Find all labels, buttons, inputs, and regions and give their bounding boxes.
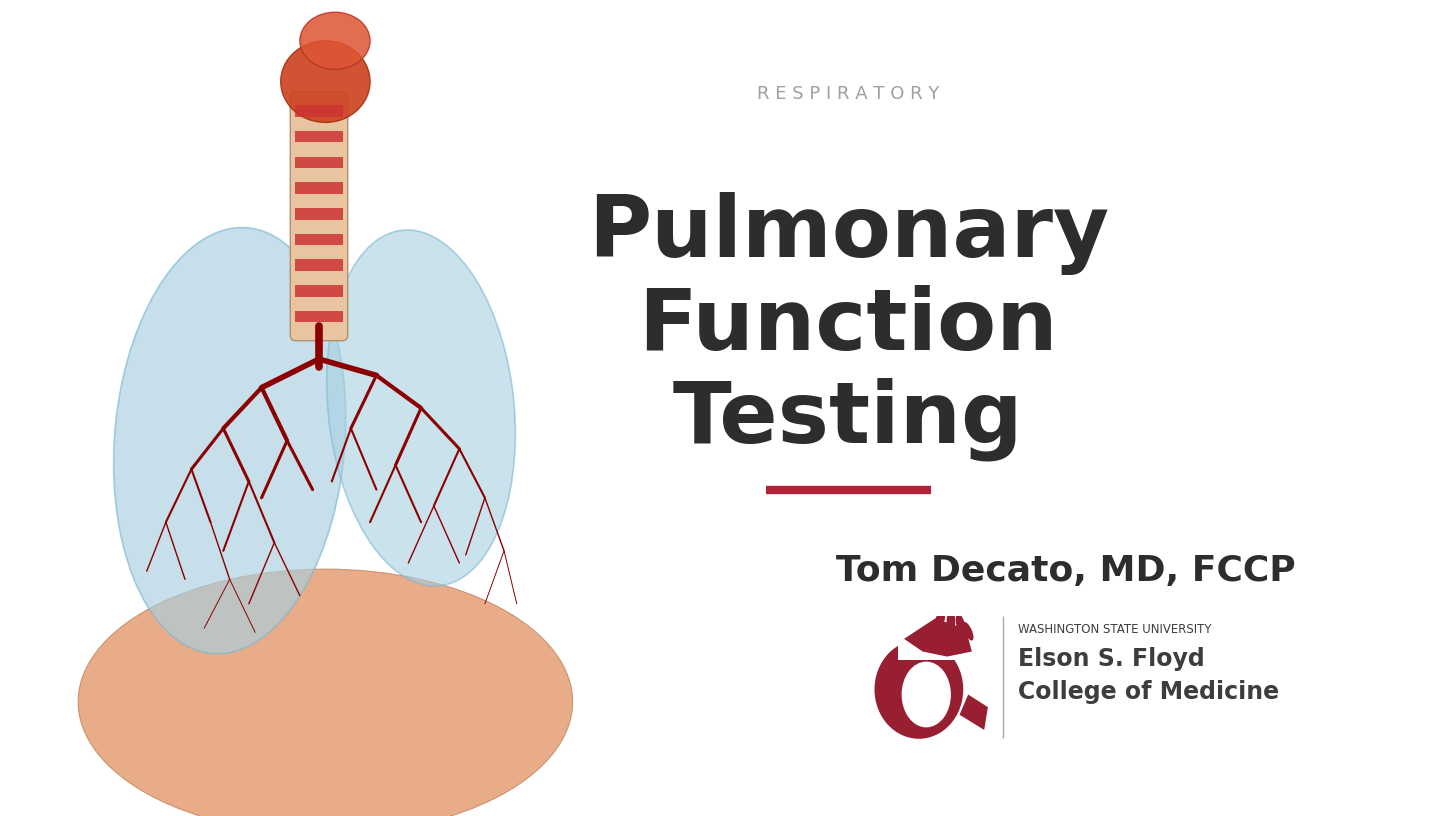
Ellipse shape (947, 609, 956, 634)
Text: WASHINGTON STATE UNIVERSITY: WASHINGTON STATE UNIVERSITY (1018, 623, 1211, 636)
FancyBboxPatch shape (290, 91, 348, 341)
Bar (296, 286, 342, 297)
Ellipse shape (300, 12, 370, 69)
Text: College of Medicine: College of Medicine (1018, 680, 1279, 704)
Text: Pulmonary
Function
Testing: Pulmonary Function Testing (587, 192, 1109, 461)
Text: Tom Decato, MD, FCCP: Tom Decato, MD, FCCP (835, 554, 1296, 588)
Bar (296, 157, 342, 168)
Bar (296, 183, 342, 193)
Ellipse shape (963, 622, 973, 641)
Bar (296, 105, 342, 117)
Ellipse shape (874, 640, 963, 738)
Ellipse shape (902, 662, 951, 727)
Polygon shape (960, 694, 987, 730)
Ellipse shape (281, 41, 370, 122)
Bar (296, 259, 342, 271)
Bar (898, 604, 972, 660)
Ellipse shape (956, 614, 966, 636)
Bar (296, 233, 342, 245)
Ellipse shape (78, 570, 573, 816)
Bar (296, 311, 342, 322)
Polygon shape (905, 619, 972, 657)
Ellipse shape (932, 610, 945, 636)
Text: R E S P I R A T O R Y: R E S P I R A T O R Y (757, 85, 940, 103)
Ellipse shape (113, 228, 345, 654)
Text: Elson S. Floyd: Elson S. Floyd (1018, 647, 1205, 672)
Bar (296, 131, 342, 143)
Ellipse shape (326, 230, 515, 586)
Bar (296, 208, 342, 220)
